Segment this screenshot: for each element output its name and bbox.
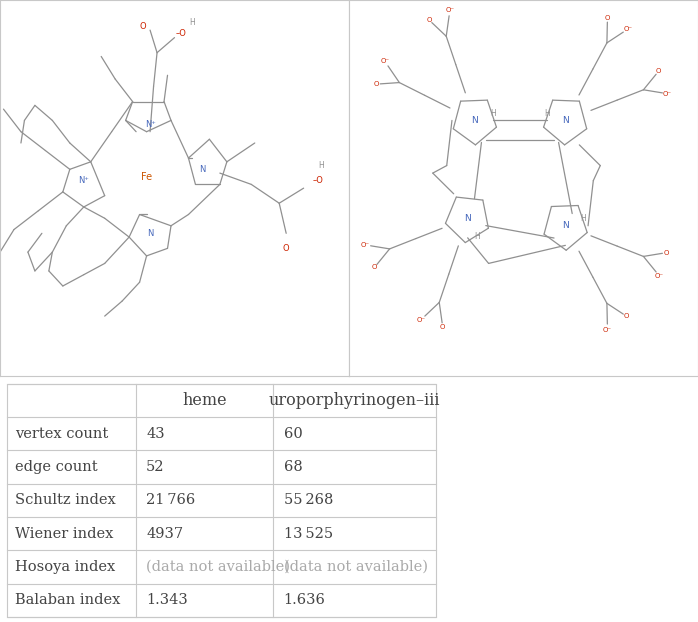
Text: N: N bbox=[199, 165, 206, 174]
Text: H: H bbox=[490, 109, 496, 118]
Text: uroporphyrinogen–iii: uroporphyrinogen–iii bbox=[269, 392, 440, 409]
Text: 4937: 4937 bbox=[147, 527, 184, 541]
Text: –O: –O bbox=[312, 176, 323, 185]
Text: 1.343: 1.343 bbox=[147, 593, 188, 608]
Text: O⁻: O⁻ bbox=[623, 26, 632, 32]
Text: Schultz index: Schultz index bbox=[15, 493, 116, 508]
Text: Wiener index: Wiener index bbox=[15, 527, 114, 541]
Text: O⁻: O⁻ bbox=[416, 317, 426, 323]
Text: 55 268: 55 268 bbox=[283, 493, 333, 508]
Text: N⁺: N⁺ bbox=[144, 119, 156, 129]
Text: O⁻: O⁻ bbox=[380, 58, 389, 64]
Text: vertex count: vertex count bbox=[15, 427, 109, 441]
Text: Hosoya index: Hosoya index bbox=[15, 560, 116, 574]
Bar bbox=[7, 384, 436, 617]
Text: 43: 43 bbox=[147, 427, 165, 441]
Text: O⁻: O⁻ bbox=[361, 242, 370, 248]
Text: 68: 68 bbox=[283, 460, 302, 474]
Text: edge count: edge count bbox=[15, 460, 98, 474]
Text: 13 525: 13 525 bbox=[283, 527, 333, 541]
Text: (data not available): (data not available) bbox=[147, 560, 290, 574]
Text: N: N bbox=[464, 214, 471, 223]
Text: O: O bbox=[440, 323, 445, 330]
Text: –O: –O bbox=[176, 29, 187, 39]
Text: H: H bbox=[475, 231, 480, 241]
Text: N: N bbox=[471, 116, 478, 125]
Text: O⁻: O⁻ bbox=[655, 273, 664, 279]
Text: H: H bbox=[544, 109, 550, 118]
Text: 1.636: 1.636 bbox=[283, 593, 325, 608]
Text: N: N bbox=[147, 229, 154, 238]
Text: O⁻: O⁻ bbox=[603, 327, 612, 333]
Text: O: O bbox=[426, 17, 432, 23]
Text: O⁻: O⁻ bbox=[445, 7, 454, 13]
Text: Fe: Fe bbox=[141, 172, 152, 182]
Text: N⁺: N⁺ bbox=[78, 176, 89, 185]
Text: Balaban index: Balaban index bbox=[15, 593, 121, 608]
Text: N: N bbox=[562, 221, 569, 230]
Text: O: O bbox=[655, 68, 661, 75]
Text: 21 766: 21 766 bbox=[147, 493, 195, 508]
Text: 60: 60 bbox=[283, 427, 302, 441]
Text: H: H bbox=[581, 214, 586, 223]
Text: O⁻: O⁻ bbox=[663, 91, 672, 97]
Text: O: O bbox=[663, 250, 669, 256]
Text: 52: 52 bbox=[147, 460, 165, 474]
Text: N: N bbox=[562, 116, 569, 125]
Text: O: O bbox=[372, 264, 378, 270]
Text: heme: heme bbox=[182, 392, 227, 409]
Text: H: H bbox=[189, 18, 195, 27]
Text: O: O bbox=[623, 313, 629, 319]
Text: O: O bbox=[283, 244, 290, 253]
Text: O: O bbox=[374, 81, 380, 87]
Text: H: H bbox=[318, 161, 324, 170]
Text: O: O bbox=[140, 22, 147, 31]
Text: (data not available): (data not available) bbox=[283, 560, 428, 574]
Text: O: O bbox=[604, 16, 610, 21]
